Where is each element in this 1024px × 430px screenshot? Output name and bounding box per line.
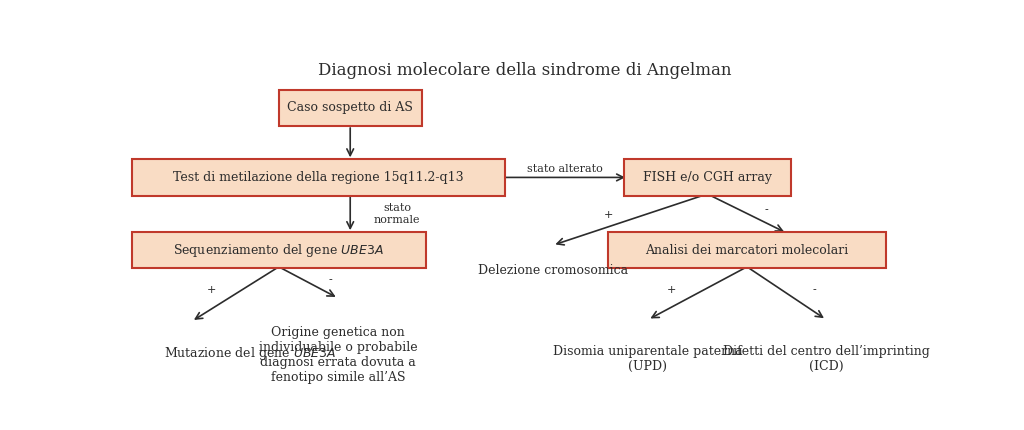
Text: Diagnosi molecolare della sindrome di Angelman: Diagnosi molecolare della sindrome di An… — [318, 61, 731, 79]
Text: Analisi dei marcatori molecolari: Analisi dei marcatori molecolari — [645, 244, 849, 257]
FancyBboxPatch shape — [132, 232, 426, 268]
Text: Delezione cromosomica: Delezione cromosomica — [477, 264, 628, 276]
FancyBboxPatch shape — [132, 159, 505, 196]
Text: stato
normale: stato normale — [374, 203, 421, 224]
Text: FISH e/o CGH array: FISH e/o CGH array — [643, 171, 772, 184]
Text: Difetti del centro dell’imprinting
(ICD): Difetti del centro dell’imprinting (ICD) — [723, 344, 930, 373]
Text: stato alterato: stato alterato — [526, 164, 602, 174]
Text: +: + — [603, 211, 612, 221]
Text: Caso sospetto di AS: Caso sospetto di AS — [288, 101, 413, 114]
Text: Sequenziamento del gene $\it{UBE3A}$: Sequenziamento del gene $\it{UBE3A}$ — [173, 242, 384, 259]
FancyBboxPatch shape — [279, 90, 422, 126]
Text: Test di metilazione della regione 15q11.2-q13: Test di metilazione della regione 15q11.… — [173, 171, 464, 184]
FancyBboxPatch shape — [624, 159, 791, 196]
Text: -: - — [813, 285, 816, 295]
Text: Disomia uniparentale paterna
(UPD): Disomia uniparentale paterna (UPD) — [553, 344, 742, 373]
Text: +: + — [667, 285, 676, 295]
Text: -: - — [765, 206, 769, 215]
Text: +: + — [207, 285, 216, 295]
Text: -: - — [329, 275, 332, 285]
Text: Origine genetica non
individuabile o probabile
diagnosi errata dovuta a
fenotipo: Origine genetica non individuabile o pro… — [259, 326, 418, 384]
FancyBboxPatch shape — [608, 232, 886, 268]
Text: Mutazione del gene $\it{UBE3A}$: Mutazione del gene $\it{UBE3A}$ — [164, 344, 336, 362]
